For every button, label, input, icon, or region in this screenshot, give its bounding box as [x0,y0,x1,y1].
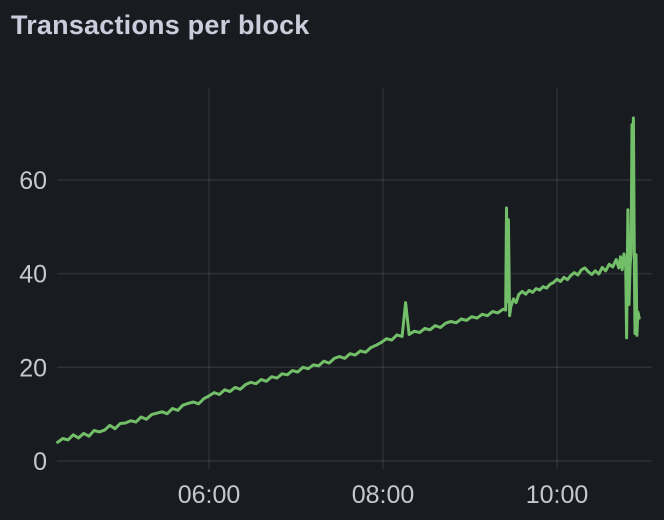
x-axis-tick-label: 06:00 [178,481,241,509]
axis-labels: 0 20 40 60 06:00 08:00 10:00 [19,167,588,509]
y-axis-tick-label: 40 [19,261,47,289]
series-line [56,116,641,444]
panel-title: Transactions per block [11,10,310,40]
y-axis-tick-label: 60 [19,167,47,195]
y-axis-tick-label: 0 [33,448,47,476]
x-axis-tick-label: 08:00 [352,481,415,509]
transactions-series-line [56,116,641,444]
gridlines [57,88,652,469]
x-axis-tick-label: 10:00 [526,481,589,509]
y-axis-tick-label: 20 [19,354,47,382]
